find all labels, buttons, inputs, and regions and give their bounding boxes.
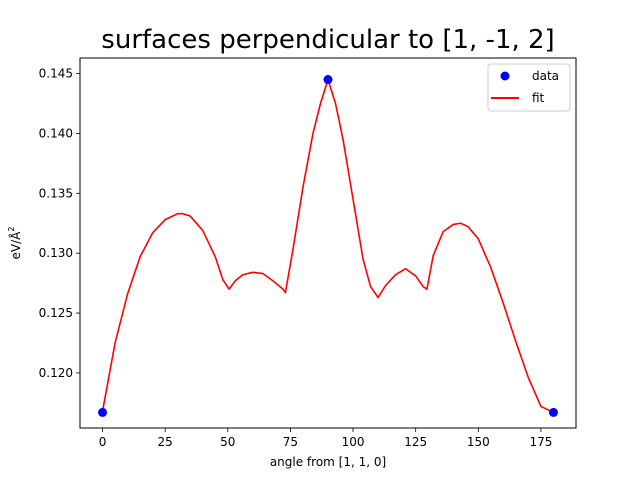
x-axis-ticks: 0 25 50 75 100 125 150 175 [99, 428, 552, 449]
legend-label-data: data [532, 69, 559, 83]
legend-marker-data [500, 71, 510, 81]
x-tick-label: 50 [220, 435, 235, 449]
chart-title: surfaces perpendicular to [1, -1, 2] [101, 25, 554, 55]
x-tick-label: 125 [404, 435, 427, 449]
y-axis-label-exp: 2 [7, 227, 16, 232]
legend: data fit [487, 63, 571, 112]
y-axis-label-unit: Å [8, 231, 23, 240]
y-axis-label: eV/Å2 [7, 227, 23, 260]
data-point [98, 407, 108, 417]
data-point [323, 75, 333, 85]
x-tick-label: 0 [99, 435, 107, 449]
x-axis-label: angle from [1, 1, 0] [270, 455, 386, 469]
y-axis-ticks: 0.120 0.125 0.130 0.135 0.140 0.145 [39, 67, 80, 380]
x-tick-label: 75 [283, 435, 298, 449]
data-point [548, 407, 558, 417]
y-tick-label: 0.135 [39, 186, 73, 200]
y-tick-label: 0.130 [39, 246, 73, 260]
plot-area [79, 57, 577, 429]
x-tick-label: 175 [529, 435, 552, 449]
x-tick-label: 100 [342, 435, 365, 449]
y-tick-label: 0.125 [39, 306, 73, 320]
x-tick-label: 150 [467, 435, 490, 449]
y-axis-label-base: eV/ [9, 239, 23, 260]
legend-label-fit: fit [532, 91, 545, 105]
series-layer [98, 75, 558, 417]
y-tick-label: 0.145 [39, 67, 73, 81]
y-tick-label: 0.120 [39, 366, 73, 380]
x-tick-label: 25 [158, 435, 173, 449]
y-tick-label: 0.140 [39, 126, 73, 140]
